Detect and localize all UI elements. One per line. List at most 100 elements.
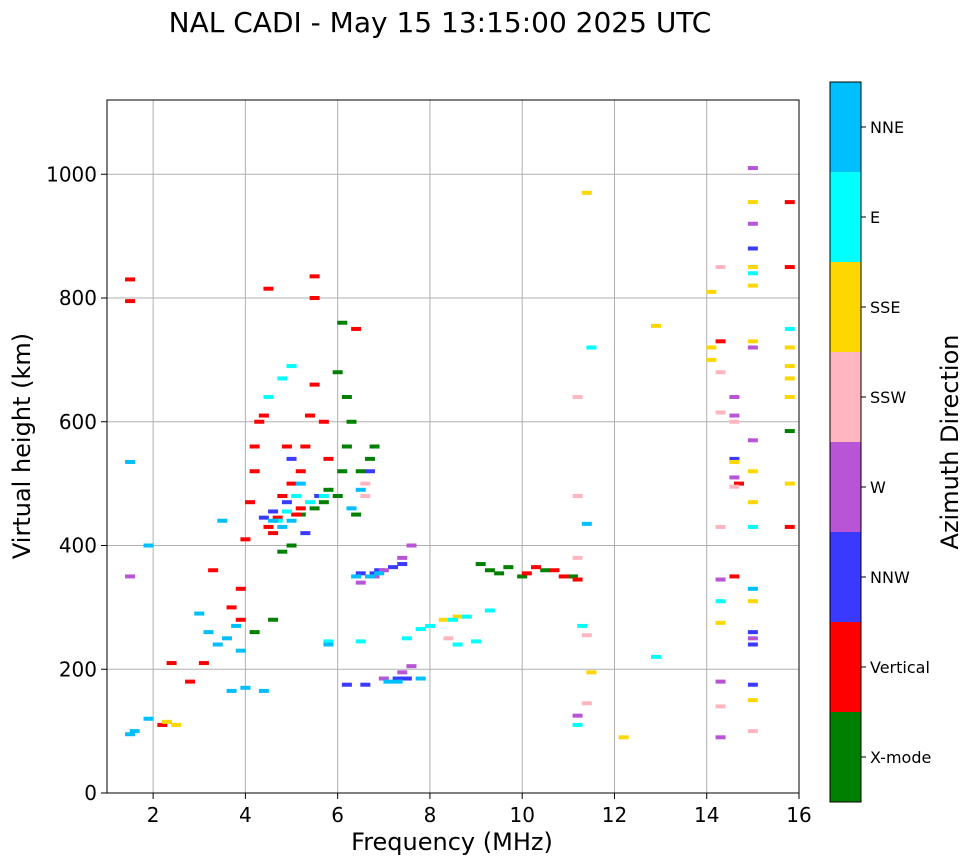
data-point-vertical — [240, 537, 251, 542]
data-point-w — [715, 577, 726, 582]
colorbar-segment — [830, 262, 861, 352]
data-point-e — [784, 326, 795, 331]
data-point-e — [286, 364, 297, 369]
data-point-vertical — [318, 419, 329, 424]
data-point-e — [484, 608, 495, 613]
data-point-sse — [581, 190, 592, 195]
data-point-vertical — [729, 574, 740, 579]
data-point-nnw — [364, 469, 375, 474]
data-point-nnw — [281, 500, 292, 505]
data-point-sse — [171, 722, 182, 727]
y-tick-label: 600 — [59, 410, 97, 434]
data-point-nne — [383, 679, 394, 684]
data-point-nne — [125, 732, 136, 737]
data-point-e — [401, 636, 412, 641]
data-point-nnw — [341, 682, 352, 687]
data-point-x-mode — [567, 574, 578, 579]
data-point-sse — [452, 614, 463, 619]
data-point-x-mode — [268, 617, 279, 622]
data-point-e — [415, 627, 426, 632]
data-point-vertical — [249, 444, 260, 449]
x-tick-label: 6 — [331, 803, 344, 827]
data-point-vertical — [263, 286, 274, 291]
data-point-x-mode — [341, 395, 352, 399]
data-point-e — [471, 639, 482, 644]
data-point-nne — [374, 571, 385, 576]
y-axis-label: Virtual height (km) — [8, 333, 36, 559]
data-point-nnw — [258, 515, 269, 520]
data-point-vertical — [295, 469, 306, 474]
data-point-x-mode — [346, 419, 357, 424]
colorbar-label: X-mode — [870, 748, 931, 767]
data-point-vertical — [309, 274, 320, 279]
data-point-nne — [143, 716, 154, 721]
data-point-nnw — [747, 630, 758, 635]
data-point-vertical — [277, 494, 288, 498]
data-point-sse — [784, 395, 795, 399]
x-tick-label: 16 — [786, 803, 811, 827]
data-point-vertical — [125, 299, 136, 304]
data-point-vertical — [235, 586, 246, 591]
data-point-sse — [784, 364, 795, 369]
data-point-x-mode — [369, 444, 380, 449]
colorbar-segment — [830, 712, 861, 802]
data-point-nnw — [392, 676, 403, 681]
data-point-vertical — [198, 661, 209, 666]
data-point-e — [318, 494, 329, 498]
colorbar-label: W — [870, 478, 886, 497]
colorbar-segment — [830, 532, 861, 622]
data-point-x-mode — [475, 562, 486, 567]
data-point-vertical — [226, 605, 237, 610]
data-point-sse — [784, 376, 795, 381]
data-point-x-mode — [503, 565, 514, 570]
data-point-sse — [715, 620, 726, 625]
data-point-ssw — [729, 484, 740, 489]
data-point-nnw — [729, 456, 740, 461]
data-point-nnw — [747, 682, 758, 687]
data-point-vertical — [185, 679, 196, 684]
data-point-nnw — [355, 571, 366, 576]
data-point-w — [406, 543, 417, 548]
colorbar-label: SSE — [870, 298, 900, 317]
data-point-e — [355, 639, 366, 644]
y-tick-label: 400 — [59, 534, 97, 558]
x-tick-label: 14 — [694, 803, 719, 827]
data-point-w — [747, 166, 758, 171]
data-point-nne — [355, 487, 366, 492]
data-point-w — [747, 438, 758, 443]
data-point-nne — [364, 574, 375, 579]
data-point-nne — [268, 518, 279, 523]
colorbar-label: Vertical — [870, 658, 930, 677]
data-point-nne — [323, 642, 334, 647]
data-point-ssw — [360, 481, 371, 486]
colorbar-label: E — [870, 208, 880, 227]
data-point-vertical — [281, 444, 292, 449]
colorbar-label: NNE — [870, 118, 904, 137]
plot-frame — [106, 99, 800, 794]
data-point-vertical — [166, 661, 177, 666]
data-point-nne — [581, 521, 592, 526]
data-point-w — [378, 568, 389, 573]
data-point-sse — [747, 599, 758, 604]
data-point-vertical — [784, 524, 795, 529]
data-point-x-mode — [341, 444, 352, 449]
data-point-e — [577, 623, 588, 628]
data-point-vertical — [784, 265, 795, 270]
data-point-ssw — [443, 636, 454, 641]
data-point-e — [747, 524, 758, 529]
data-point-vertical — [249, 469, 260, 474]
data-point-nnw — [360, 682, 371, 687]
y-tick-label: 1000 — [46, 162, 97, 186]
x-tick-label: 10 — [509, 803, 534, 827]
data-point-vertical — [258, 413, 269, 418]
data-point-nne — [194, 611, 205, 616]
data-point-vertical — [125, 277, 136, 282]
data-point-nne — [125, 459, 136, 464]
data-point-sse — [747, 339, 758, 344]
data-point-e — [424, 623, 435, 628]
data-point-x-mode — [364, 456, 375, 461]
data-point-x-mode — [517, 574, 528, 579]
data-point-ssw — [572, 395, 583, 399]
data-point-w — [125, 574, 136, 579]
data-point-nnw — [401, 676, 412, 681]
